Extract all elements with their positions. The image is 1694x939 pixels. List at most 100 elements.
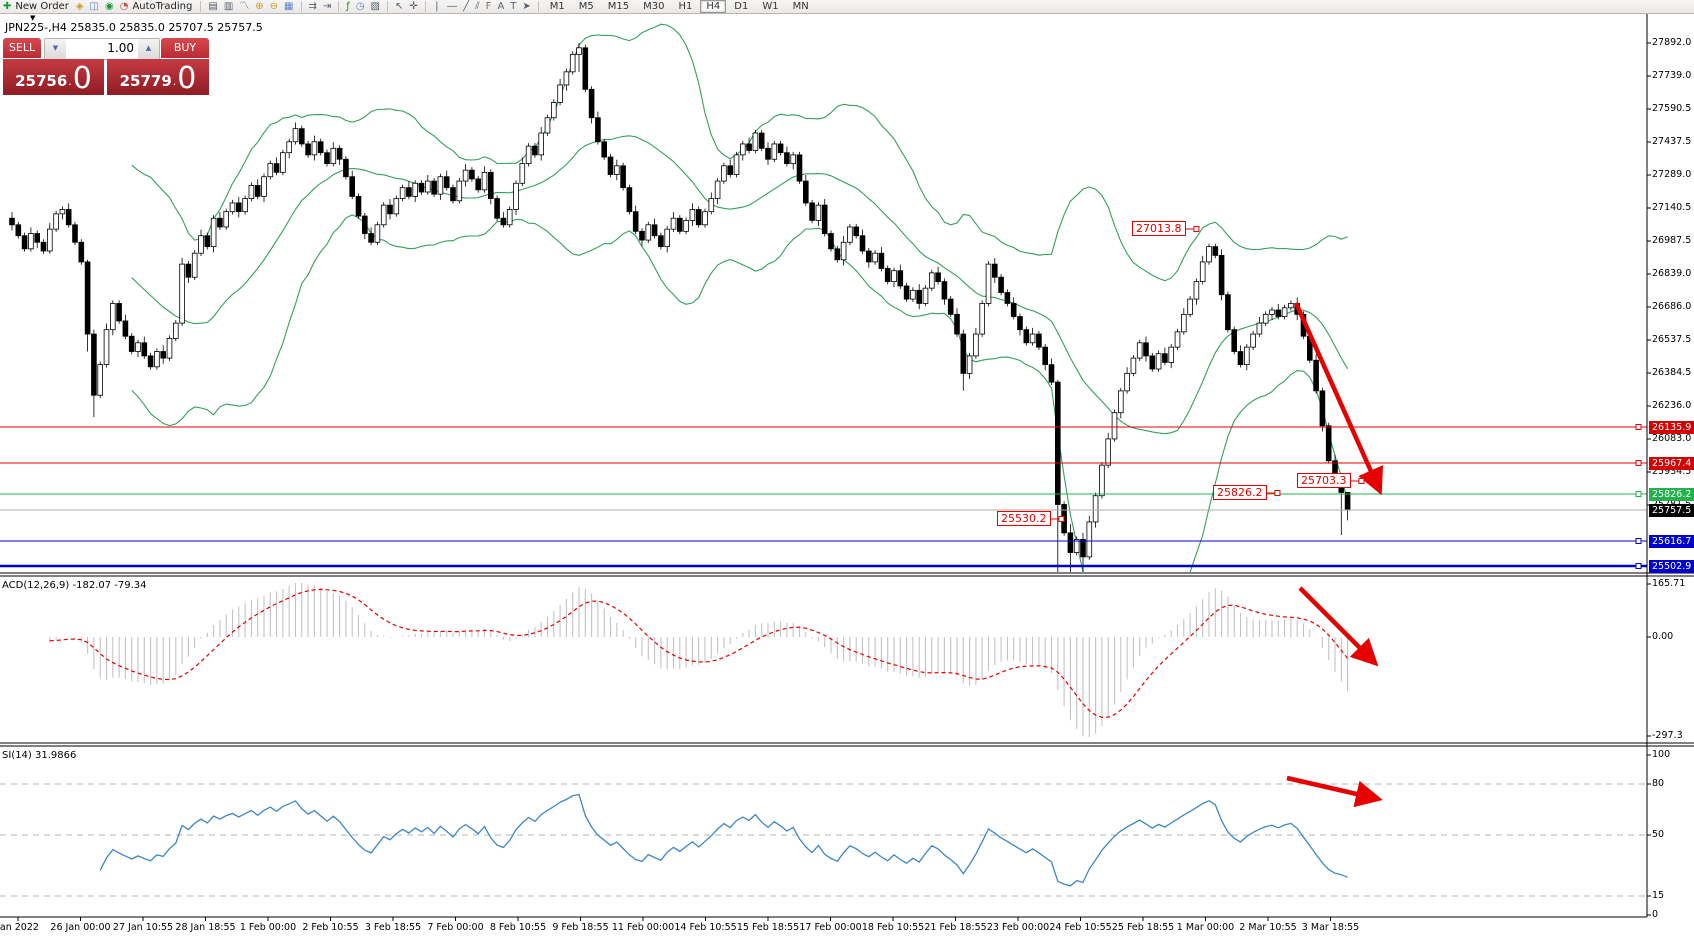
time-tick-label: 26 Jan 00:00 <box>50 922 111 933</box>
price-tick-label: 25934.5 <box>1652 466 1692 477</box>
profiles-icon[interactable]: ◫ <box>89 1 99 12</box>
history-center-icon[interactable]: ◈ <box>75 1 84 12</box>
time-tick-label: 3 Mar 18:55 <box>1301 922 1360 933</box>
timeframe-m15[interactable]: M15 <box>607 1 630 12</box>
price-annotation-label[interactable]: 25530.2 <box>997 511 1051 526</box>
sell-price: 25756 <box>15 72 68 90</box>
price-tick-label: 27892.0 <box>1652 37 1692 48</box>
buy-price-pips: 0 <box>177 61 197 96</box>
price-tick-label: 26236.0 <box>1652 400 1692 411</box>
price-tick-label: 26839.0 <box>1652 268 1692 279</box>
price-tick-label: 26384.5 <box>1652 367 1692 378</box>
time-tick-label: 27 Jan 10:55 <box>112 922 174 933</box>
timeframe-d1[interactable]: D1 <box>734 1 749 12</box>
indicator-tick-label: 15 <box>1652 890 1665 901</box>
time-tick-label: 3 Feb 18:55 <box>364 922 422 933</box>
vertical-line-icon[interactable]: ❘ <box>432 1 442 12</box>
timeframe-mn[interactable]: MN <box>792 1 809 12</box>
symbol-period: JPN225-,H4 <box>5 21 67 34</box>
time-tick-label: 8 Feb 10:55 <box>489 922 547 933</box>
cursor-icon[interactable]: ↖ <box>395 1 404 12</box>
sell-price-pips: 0 <box>72 61 92 96</box>
price-badge: 25757.5 <box>1649 503 1694 517</box>
indicator-tick-label: 0.00 <box>1652 631 1674 642</box>
bar-chart-icon[interactable]: ▤ <box>208 1 218 12</box>
templates-icon[interactable]: ▧ <box>370 1 380 12</box>
price-tick-label: 27590.5 <box>1652 103 1692 114</box>
channel-icon[interactable]: ⫽ <box>475 1 480 12</box>
price-badge: 26135.9 <box>1649 420 1694 434</box>
fibonacci-icon[interactable]: F <box>485 1 492 12</box>
trendline-icon[interactable]: ╱ <box>463 1 470 12</box>
toolbar-separator <box>300 1 302 12</box>
new-order-button[interactable]: New Order <box>15 1 69 12</box>
toolbar-separator <box>537 1 539 12</box>
price-tick-label: 26537.5 <box>1652 334 1692 345</box>
chart-shift-icon[interactable]: ⇥ <box>322 1 332 12</box>
text-icon[interactable]: A <box>497 1 505 12</box>
autotrading-button[interactable]: AutoTrading <box>132 1 193 12</box>
time-tick-label: 2 Feb 10:55 <box>302 922 359 933</box>
price-tick-label: 27289.0 <box>1652 169 1692 180</box>
price-tick-label: 26987.5 <box>1652 235 1692 246</box>
candlestick-chart-icon[interactable]: ▥ <box>223 1 234 12</box>
time-tick-label: 24 Feb 10:55 <box>1049 922 1112 933</box>
tile-windows-icon[interactable]: ▦ <box>284 1 294 12</box>
time-tick-label: 2 Mar 10:55 <box>1239 922 1297 933</box>
time-tick-label: 7 Feb 00:00 <box>427 922 484 933</box>
price-annotation-label[interactable]: 25826.2 <box>1213 485 1267 500</box>
one-click-trading-panel: SELL ▼ 1.00 ▲ BUY 25756. 0 25779. 0 <box>3 38 209 95</box>
volume-up-button[interactable]: ▲ <box>138 39 159 59</box>
price-annotation-label[interactable]: 27013.8 <box>1132 221 1186 236</box>
zoom-in-icon[interactable]: ⊕ <box>255 1 264 12</box>
line-chart-icon[interactable]: 〽 <box>239 1 250 12</box>
buy-button[interactable]: BUY <box>161 38 209 58</box>
one-click-collapse-icon[interactable]: ▼ <box>30 14 36 22</box>
periods-icon[interactable]: ◷ <box>355 1 365 12</box>
time-tick-label: 21 Feb 18:55 <box>924 922 987 933</box>
chart-symbol-ohlc: JPN225-,H4 25835.0 25835.0 25707.5 25757… <box>5 21 263 34</box>
volume-input[interactable]: 1.00 <box>107 41 134 55</box>
price-badge: 25502.9 <box>1649 559 1694 573</box>
buy-price-dot: . <box>172 75 177 88</box>
auto-scroll-icon[interactable]: ⇉ <box>308 1 317 12</box>
time-tick-label: 11 Feb 00:00 <box>611 922 675 933</box>
timeframe-m5[interactable]: M5 <box>578 1 594 12</box>
text-label-icon[interactable]: T <box>510 1 517 12</box>
indicator-tick-label: 100 <box>1652 749 1671 760</box>
sell-price-box[interactable]: 25756. 0 <box>3 59 104 95</box>
price-annotation-label[interactable]: 25703.3 <box>1297 473 1351 488</box>
timeframe-h4[interactable]: H4 <box>700 0 727 13</box>
time-tick-label: 9 Feb 18:55 <box>552 922 609 933</box>
indicator-tick-label: 80 <box>1652 778 1665 789</box>
buy-price-box[interactable]: 25779. 0 <box>107 59 209 95</box>
crosshair-icon[interactable]: ✛ <box>409 1 418 12</box>
volume-down-button[interactable]: ▼ <box>45 39 66 59</box>
new-order-icon[interactable]: ✚ <box>3 1 12 12</box>
price-badge: 25967.4 <box>1649 456 1694 470</box>
ohlc-values: 25835.0 25835.0 25707.5 25757.5 <box>70 21 263 34</box>
timeframe-m1[interactable]: M1 <box>549 1 565 12</box>
add-indicator-icon[interactable]: ƒ <box>346 1 350 12</box>
zoom-out-icon[interactable]: ⊖ <box>269 1 279 12</box>
arrows-menu-icon[interactable]: ➤ <box>522 1 531 12</box>
timeframe-h1[interactable]: H1 <box>678 1 693 12</box>
signals-icon[interactable]: ◉ <box>104 1 114 12</box>
price-tick-label: 26686.0 <box>1652 301 1692 312</box>
autotrading-icon[interactable]: ◔ <box>119 1 129 12</box>
horizontal-line-icon[interactable]: ― <box>447 1 458 12</box>
price-tick-label: 26083.0 <box>1652 433 1692 444</box>
price-tick-label: 27140.5 <box>1652 202 1692 213</box>
time-tick-label: 18 Feb 10:55 <box>861 922 925 933</box>
volume-stepper: ▼ 1.00 ▲ <box>44 38 160 60</box>
time-tick-label: 17 Feb 00:00 <box>799 922 862 933</box>
timeframe-w1[interactable]: W1 <box>762 1 779 12</box>
timeframe-m30[interactable]: M30 <box>643 1 665 12</box>
macd-indicator-label: ACD(12,26,9) -182.07 -79.34 <box>2 580 147 591</box>
time-tick-label: 14 Feb 10:55 <box>674 922 737 933</box>
toolbar-separator <box>200 1 202 12</box>
sell-button[interactable]: SELL <box>3 38 41 58</box>
indicator-tick-label: 165.71 <box>1652 578 1686 589</box>
